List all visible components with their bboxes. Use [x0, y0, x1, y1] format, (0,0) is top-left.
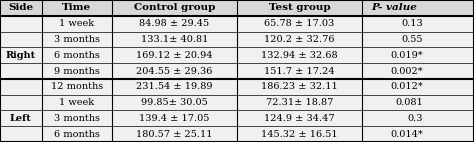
Text: 124.9 ± 34.47: 124.9 ± 34.47 [264, 114, 335, 123]
Text: 169.12 ± 20.94: 169.12 ± 20.94 [136, 51, 213, 60]
Text: 0.13: 0.13 [401, 19, 423, 28]
Text: 180.57 ± 25.11: 180.57 ± 25.11 [136, 130, 213, 139]
Text: 72.31± 18.87: 72.31± 18.87 [266, 98, 333, 107]
Bar [0, 16, 474, 142]
Text: 6 months: 6 months [54, 130, 100, 139]
Text: Right: Right [6, 51, 36, 60]
Text: 6 months: 6 months [54, 51, 100, 60]
Text: Left: Left [10, 114, 32, 123]
Text: 0.3: 0.3 [407, 114, 423, 123]
Text: 204.55 ± 29.36: 204.55 ± 29.36 [136, 66, 213, 76]
Text: 0.002*: 0.002* [390, 66, 423, 76]
Text: Side: Side [8, 3, 34, 12]
Text: P- value: P- value [372, 3, 417, 12]
Text: 0.55: 0.55 [401, 35, 423, 44]
Text: 3 months: 3 months [54, 35, 100, 44]
Text: 231.54 ± 19.89: 231.54 ± 19.89 [136, 82, 213, 91]
Text: 99.85± 30.05: 99.85± 30.05 [141, 98, 208, 107]
Text: 0.012*: 0.012* [390, 82, 423, 91]
Text: 186.23 ± 32.11: 186.23 ± 32.11 [261, 82, 338, 91]
Text: Test group: Test group [269, 3, 330, 12]
Text: Time: Time [62, 3, 91, 12]
Text: 3 months: 3 months [54, 114, 100, 123]
Text: 9 months: 9 months [54, 66, 100, 76]
Text: 151.7 ± 17.24: 151.7 ± 17.24 [264, 66, 335, 76]
Text: 120.2 ± 32.76: 120.2 ± 32.76 [264, 35, 335, 44]
Text: 84.98 ± 29.45: 84.98 ± 29.45 [139, 19, 210, 28]
Text: 145.32 ± 16.51: 145.32 ± 16.51 [261, 130, 338, 139]
Text: 0.081: 0.081 [395, 98, 423, 107]
Text: 65.78 ± 17.03: 65.78 ± 17.03 [264, 19, 335, 28]
Text: 1 week: 1 week [59, 98, 94, 107]
Text: Control group: Control group [134, 3, 215, 12]
Text: 1 week: 1 week [59, 19, 94, 28]
Text: 133.1± 40.81: 133.1± 40.81 [141, 35, 208, 44]
Text: 0.014*: 0.014* [390, 130, 423, 139]
Text: 12 months: 12 months [51, 82, 103, 91]
Text: 132.94 ± 32.68: 132.94 ± 32.68 [261, 51, 338, 60]
Bar [0, 0, 474, 16]
Text: 139.4 ± 17.05: 139.4 ± 17.05 [139, 114, 210, 123]
Text: 0.019*: 0.019* [390, 51, 423, 60]
